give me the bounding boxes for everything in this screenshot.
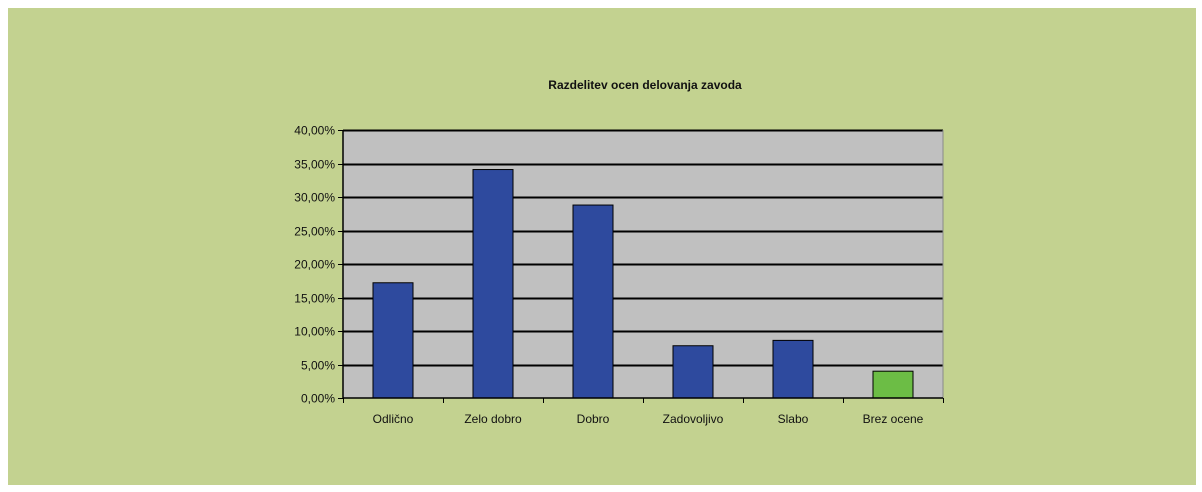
y-tick-label: 20,00%: [294, 258, 335, 272]
x-tick-label: Odlično: [373, 412, 414, 426]
bar: [872, 370, 914, 399]
y-tick-label: 25,00%: [294, 225, 335, 239]
y-tick-label: 35,00%: [294, 158, 335, 172]
y-tick-label: 0,00%: [301, 392, 335, 406]
y-tick-label: 5,00%: [301, 359, 335, 373]
bar: [372, 282, 414, 399]
x-tick-label: Dobro: [577, 412, 610, 426]
x-tick-label: Brez ocene: [863, 412, 924, 426]
x-tick-label: Slabo: [778, 412, 809, 426]
bar: [572, 204, 614, 399]
chart-title: Razdelitev ocen delovanja zavoda: [548, 78, 742, 92]
plot-area: 0,00% 5,00% 10,00% 15,00% 20,00% 25,00% 30,00%…: [294, 124, 944, 426]
x-tick-label: Zelo dobro: [464, 412, 522, 426]
y-tick-label: 15,00%: [294, 292, 335, 306]
y-tick-label: 10,00%: [294, 325, 335, 339]
y-tick-label: 40,00%: [294, 124, 335, 138]
x-tick-label: Zadovoljivo: [663, 412, 724, 426]
y-tick-label: 30,00%: [294, 191, 335, 205]
bar: [772, 339, 814, 399]
bar: [472, 169, 514, 399]
bar: [672, 345, 714, 399]
